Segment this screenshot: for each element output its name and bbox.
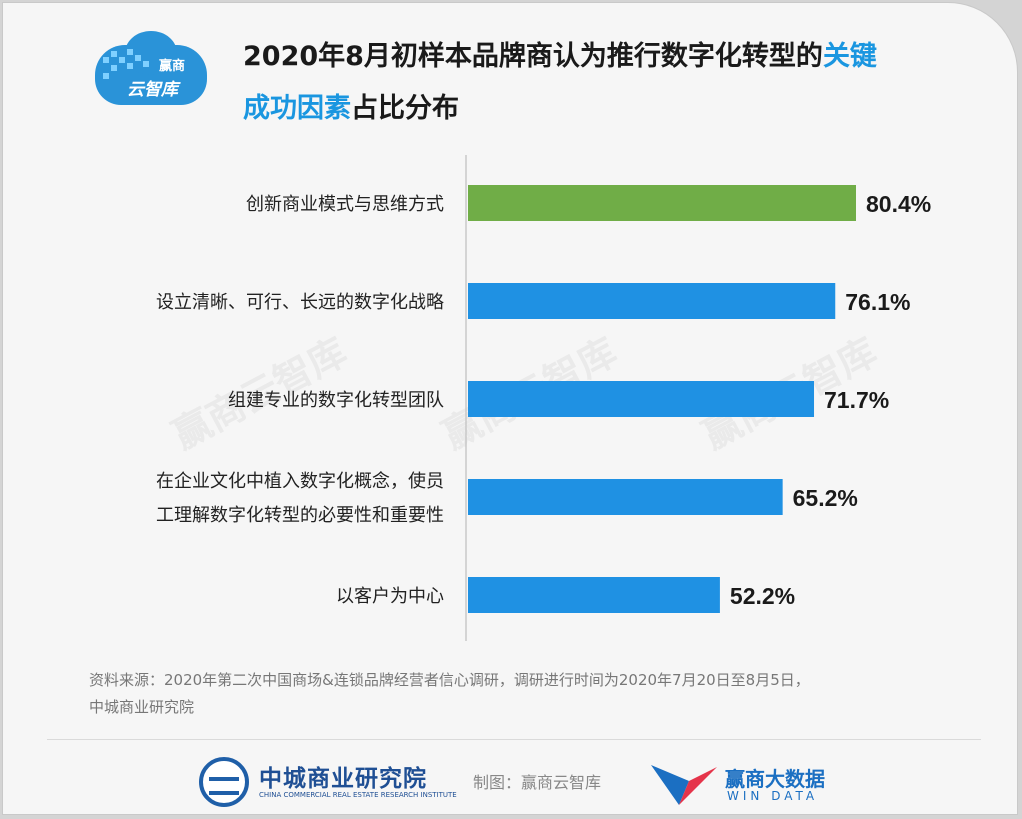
category-label: 设立清晰、可行、长远的数字化战略 (156, 292, 444, 313)
logo-text-line2: 云智库 (127, 80, 178, 100)
brand-name-en: WIN DATA (727, 789, 819, 803)
org-name: 中城商业研究院 (259, 765, 427, 792)
windata-mark-icon (651, 765, 717, 805)
bar-value-label: 71.7% (824, 387, 889, 413)
footer-divider (47, 739, 981, 740)
brand-name-cn: 赢商大数据 (725, 767, 825, 791)
org-logo: 中城商业研究院 CHINA COMMERCIAL REAL ESTATE RES… (199, 755, 457, 807)
pixel-pattern-icon (97, 47, 157, 87)
bar-value-label: 52.2% (730, 583, 795, 609)
source-line2: 中城商业研究院 (89, 698, 195, 716)
category-label: 工理解数字化转型的必要性和重要性 (156, 505, 444, 526)
bar-value-label: 80.4% (866, 191, 931, 217)
category-label: 创新商业模式与思维方式 (246, 194, 444, 215)
bar-1 (468, 283, 836, 319)
bar-0 (468, 185, 856, 221)
bar-2 (468, 381, 815, 417)
windata-logo: 赢商大数据 WIN DATA (649, 759, 849, 809)
title-highlight2: 成功因素 (243, 93, 351, 124)
bar-4 (468, 577, 720, 613)
bar-value-label: 76.1% (845, 289, 910, 315)
org-name-en: CHINA COMMERCIAL REAL ESTATE RESEARCH IN… (259, 791, 457, 799)
cloud-icon (95, 31, 207, 105)
category-label: 组建专业的数字化转型团队 (228, 390, 444, 411)
bar-3 (468, 479, 783, 515)
title-part1: 2020年8月初样本品牌商认为推行数字化转型的 (243, 41, 823, 72)
title-part2: 占比分布 (351, 93, 459, 124)
logo-text-line1: 赢商 (159, 59, 186, 74)
source-line1: 资料来源：2020年第二次中国商场&连锁品牌经营者信心调研，调研进行时间为202… (89, 671, 810, 689)
brand-logo: 赢商 云智库 (95, 31, 207, 107)
bar-chart: 80.4% 创新商业模式与思维方式 76.1% 设立清晰、可行、长远的数字化战略 71.… (156, 155, 931, 641)
chart-maker: 制图：赢商云智库 (473, 773, 602, 792)
org-emblem-icon (199, 757, 249, 807)
title-highlight1: 关键 (822, 41, 877, 72)
category-label: 以客户为中心 (336, 586, 444, 607)
source-note: 资料来源：2020年第二次中国商场&连锁品牌经营者信心调研，调研进行时间为202… (89, 667, 989, 721)
category-label: 在企业文化中植入数字化概念，使员 (156, 470, 444, 492)
chart-title: 2020年8月初样本品牌商认为推行数字化转型的关键 成功因素占比分布 (243, 31, 943, 135)
bar-value-label: 65.2% (793, 485, 858, 511)
